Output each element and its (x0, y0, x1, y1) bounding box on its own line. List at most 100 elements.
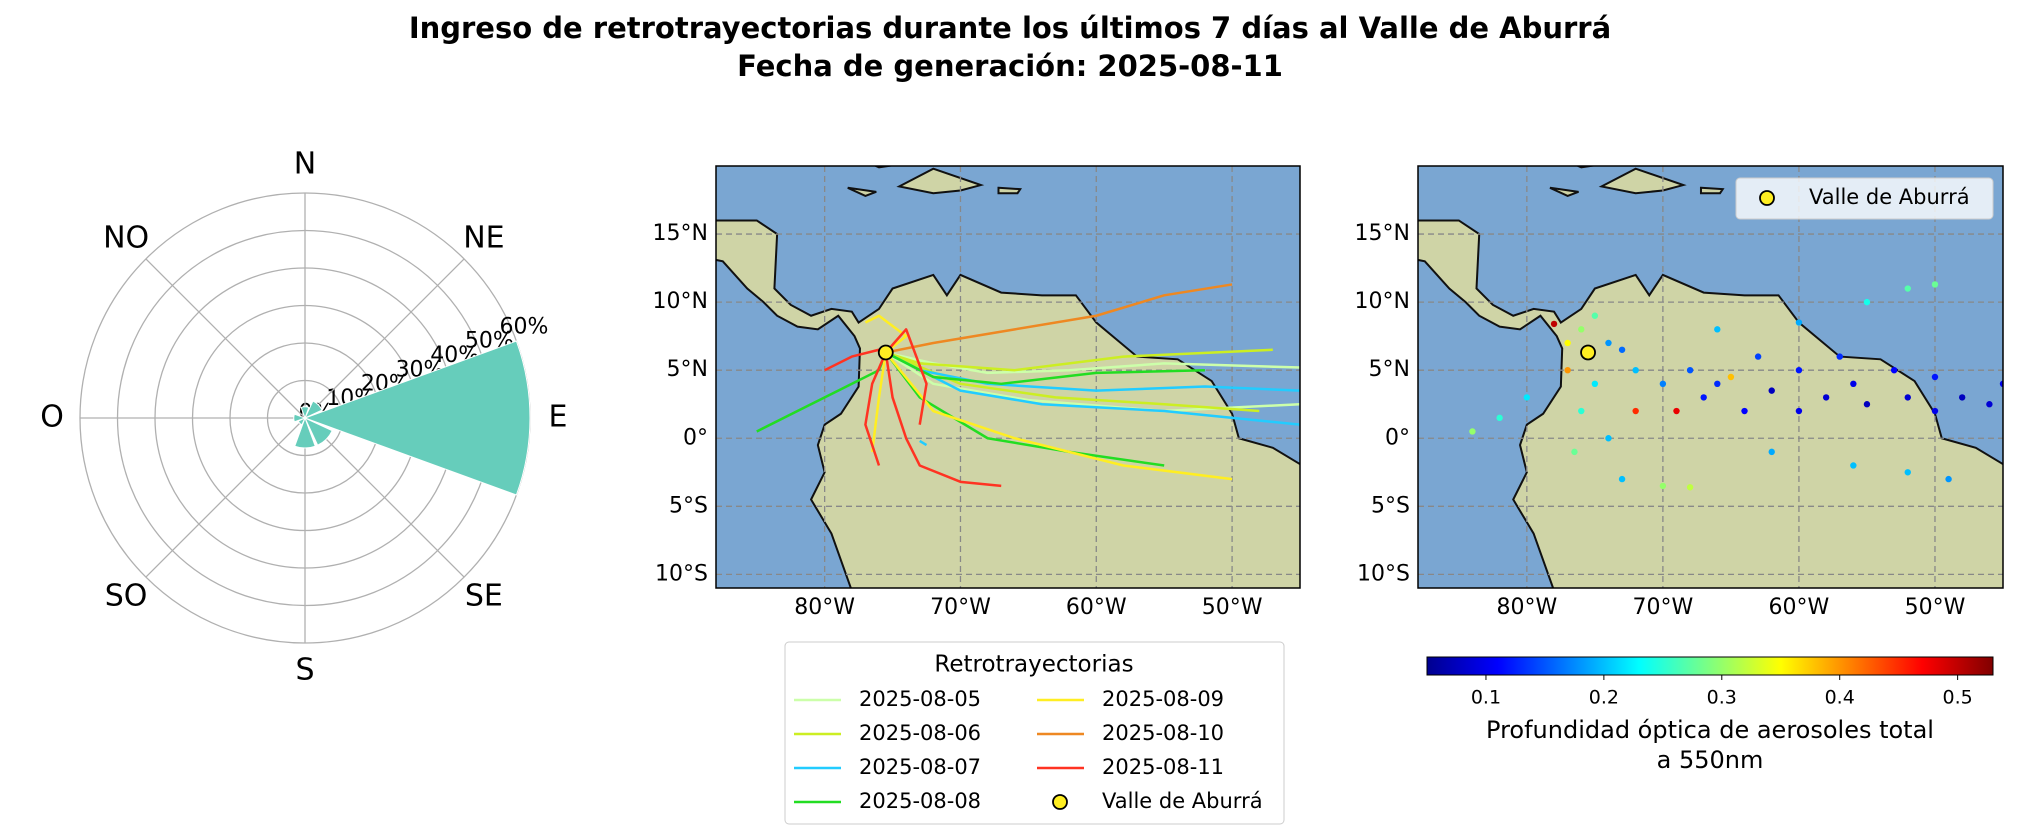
y-tick-label: 10°S (1357, 561, 1410, 586)
aod-point (1795, 407, 1803, 415)
direction-label: N (294, 147, 316, 182)
y-tick-label: 5°N (1369, 357, 1410, 382)
aod-point (1795, 319, 1803, 326)
aod-point (1605, 339, 1612, 347)
land (873, 166, 895, 169)
aod-point (1714, 380, 1721, 388)
aod-point (1741, 407, 1748, 415)
legend-label: 2025-08-07 (859, 755, 981, 779)
direction-label: E (549, 400, 568, 435)
aod-point (1659, 482, 1667, 490)
y-tick-label: 0° (1385, 425, 1410, 450)
x-tick-label: 70°W (1633, 595, 1694, 620)
legend-label: 2025-08-06 (859, 721, 981, 745)
x-tick-label: 50°W (1905, 595, 1966, 620)
colorbar-tick-label: 0.4 (1825, 687, 1855, 709)
direction-label: NE (463, 221, 504, 256)
aod-point (1632, 407, 1639, 415)
x-tick-label: 60°W (1066, 595, 1127, 620)
y-tick-label: 5°S (1371, 493, 1410, 518)
x-tick-label: 60°W (1769, 595, 1830, 620)
aod-point (1700, 394, 1707, 401)
y-tick-label: 10°S (655, 561, 708, 586)
aod-point (1768, 387, 1775, 394)
y-tick-label: 10°N (1355, 289, 1410, 314)
aod-point (1999, 380, 2003, 388)
location-marker (1580, 344, 1596, 361)
aod-point (1686, 484, 1694, 491)
aod-point (1863, 298, 1871, 306)
aod-point (1659, 380, 1667, 388)
location-marker (877, 344, 894, 361)
land (716, 219, 1300, 588)
y-tick-label: 15°N (653, 221, 708, 246)
wedge (294, 416, 316, 449)
legend-marker (1052, 794, 1068, 810)
colorbar-label: Profundidad óptica de aerosoles total (1486, 716, 1934, 744)
aod-point (1904, 285, 1911, 292)
aod-point (1564, 366, 1571, 374)
aod-point (1836, 353, 1843, 360)
aod-point (1578, 407, 1585, 415)
land (1418, 219, 2003, 588)
aod-point (1564, 339, 1571, 347)
land (997, 186, 1023, 195)
aod-point (1591, 380, 1599, 388)
aod-point (1931, 281, 1939, 288)
direction-label: NO (103, 221, 149, 256)
radial-tick-label: 60% (500, 314, 549, 339)
legend-marker (1759, 190, 1775, 206)
land (1549, 186, 1579, 198)
colorbar-tick-label: 0.2 (1589, 687, 1619, 709)
aod-point (1550, 320, 1558, 328)
aod-point (1795, 366, 1803, 374)
aod-point (1931, 407, 1939, 415)
colorbar (1426, 656, 1994, 676)
legend-box (784, 641, 1285, 825)
title-line: Ingreso de retrotrayectorias durante los… (409, 11, 1611, 45)
y-tick-label: 0° (683, 425, 708, 450)
y-tick-label: 5°S (669, 493, 708, 518)
legend-title: Retrotrayectorias (934, 652, 1133, 678)
aod-point (1673, 407, 1680, 415)
legend-label: 2025-08-09 (1102, 687, 1224, 711)
aod-point (1850, 462, 1857, 469)
land (847, 186, 877, 198)
colorbar-label: a 550nm (1657, 746, 1764, 774)
aod-point (1904, 394, 1911, 401)
y-tick-label: 15°N (1355, 221, 1410, 246)
aod-point (1618, 475, 1626, 483)
wedge (303, 416, 333, 446)
y-tick-label: 5°N (667, 357, 708, 382)
legend-label: Valle de Aburrá (1809, 185, 1970, 209)
angular-grid (145, 258, 306, 419)
map-frame (1417, 165, 2004, 589)
angular-grid (145, 417, 306, 578)
trajectory (885, 283, 1233, 354)
legend-label: 2025-08-08 (859, 789, 981, 813)
aod-point (1632, 366, 1639, 374)
aod-point (1890, 366, 1898, 374)
direction-label: S (295, 653, 314, 688)
aod-point (1850, 380, 1857, 388)
aod-point (1727, 373, 1735, 381)
title-line: Fecha de generación: 2025-08-11 (737, 49, 1283, 83)
wedge (297, 416, 307, 426)
aod-point (1945, 475, 1952, 483)
wedge (293, 413, 307, 423)
trajectory (885, 351, 1300, 413)
colorbar-tick-label: 0.1 (1471, 687, 1501, 709)
land (1575, 166, 1598, 169)
aod-point (1958, 394, 1966, 401)
x-tick-label: 70°W (930, 595, 991, 620)
land (1699, 186, 1725, 195)
aod-point (1822, 394, 1830, 401)
aod-point (1904, 469, 1911, 476)
trajectory (824, 328, 1002, 488)
aod-point (1686, 366, 1694, 374)
trajectory (864, 314, 1233, 481)
aod-point (1714, 326, 1721, 333)
aod-point (1469, 428, 1476, 435)
legend-label: 2025-08-10 (1102, 721, 1224, 745)
